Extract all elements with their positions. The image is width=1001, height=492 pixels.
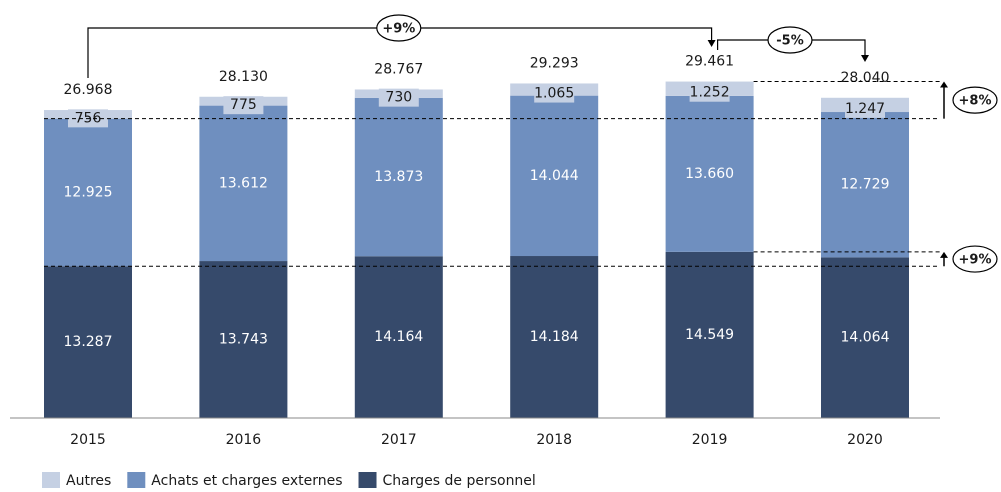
data-label: 12.729 — [841, 177, 890, 193]
data-label: 13.660 — [685, 166, 734, 182]
data-label: 14.549 — [685, 327, 734, 343]
total-label: 28.040 — [841, 70, 890, 86]
total-label: 28.130 — [219, 69, 268, 85]
label-box — [378, 88, 419, 107]
annotation: +8% — [959, 94, 992, 109]
label-box — [689, 83, 730, 102]
data-label: 13.743 — [219, 332, 268, 348]
data-label: 13.287 — [64, 334, 113, 350]
x-tick-label: 2020 — [847, 432, 883, 448]
annotation: +9% — [382, 22, 415, 37]
bar-segment — [44, 118, 132, 267]
bar-segment — [44, 266, 132, 418]
x-tick-label: 2018 — [536, 432, 572, 448]
data-label: 1.247 — [845, 101, 885, 117]
data-label: 13.612 — [219, 175, 268, 191]
data-label: 13.873 — [374, 169, 423, 185]
total-label: 28.767 — [374, 61, 423, 77]
data-label: 14.184 — [530, 329, 579, 345]
data-label: 14.064 — [841, 330, 890, 346]
bar-segment — [821, 257, 909, 418]
bar-segment — [510, 95, 599, 257]
legend-swatch — [358, 472, 377, 488]
annotation-bubble — [952, 245, 998, 273]
bar-segment — [665, 95, 754, 252]
annotation-bubble — [767, 26, 813, 54]
data-label: 12.925 — [64, 184, 113, 200]
legend-swatch — [127, 472, 146, 488]
x-tick-label: 2017 — [381, 432, 417, 448]
total-label: 29.461 — [685, 54, 734, 70]
bar-segment — [821, 112, 909, 258]
legend-label: Charges de personnel — [383, 473, 536, 489]
label-box — [223, 96, 264, 115]
bar-segment — [354, 97, 443, 257]
label-box — [845, 99, 885, 118]
data-label: 14.164 — [374, 329, 423, 345]
annotation: -5% — [776, 34, 803, 49]
x-tick-label: 2016 — [226, 432, 262, 448]
total-label: 29.293 — [530, 55, 579, 71]
data-label: 1.065 — [534, 86, 574, 102]
arrow-head — [707, 40, 716, 47]
data-label: 1.252 — [690, 85, 730, 101]
arrow-head — [940, 251, 948, 258]
bar-segment — [199, 261, 288, 418]
x-tick-label: 2015 — [70, 432, 106, 448]
annotation: +9% — [959, 253, 992, 268]
bar-segment — [354, 256, 443, 418]
arrow-head — [861, 55, 869, 62]
annotation-bubble — [376, 14, 422, 42]
bar-segment — [510, 256, 599, 418]
data-label: 14.044 — [530, 168, 579, 184]
total-label: 26.968 — [64, 82, 113, 98]
arrow-head — [940, 81, 948, 88]
label-box — [534, 84, 575, 103]
legend-label: Achats et charges externes — [151, 473, 342, 489]
legend-label: Autres — [66, 473, 111, 489]
bar-segment — [199, 105, 288, 262]
data-label: 775 — [230, 97, 257, 113]
x-tick-label: 2019 — [692, 432, 728, 448]
legend-swatch — [42, 472, 60, 488]
annotation-bubble — [952, 86, 998, 114]
bar-segment — [665, 251, 754, 418]
data-label: 730 — [385, 90, 412, 106]
